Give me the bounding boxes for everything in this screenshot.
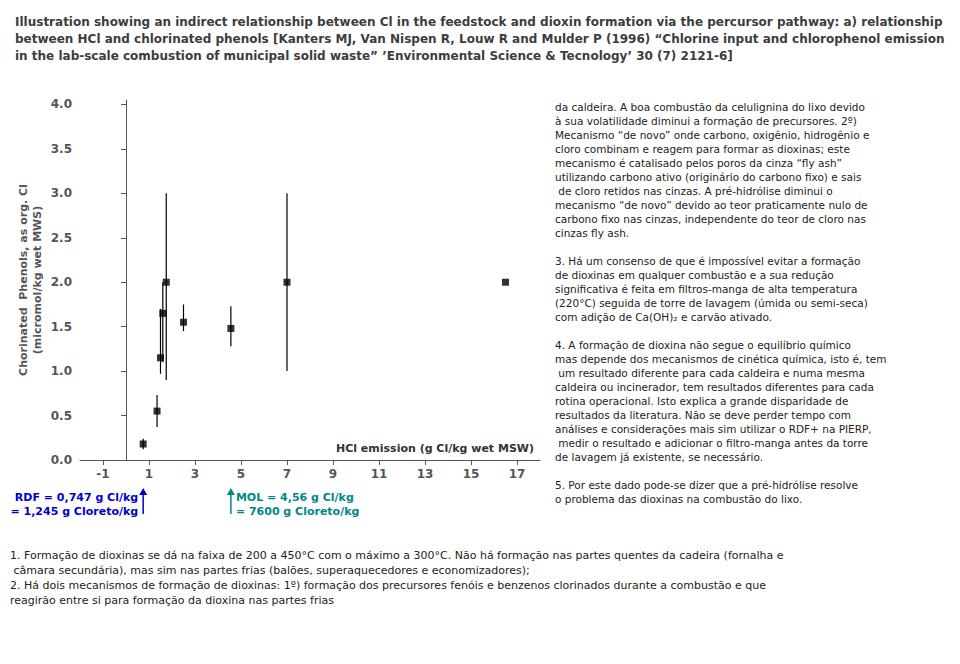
svg-text:carbono fixo nas cinzas, indep: carbono fixo nas cinzas, independente do…	[555, 213, 869, 225]
svg-text:de dioxinas em qualquer combus: de dioxinas em qualquer combustão e a su…	[555, 269, 837, 281]
svg-text:in the lab-scale combustion of: in the lab-scale combustion of municipal…	[15, 49, 733, 63]
svg-text:Chorinated Phenols, as org. C: Chorinated Phenols, as org. Cl	[17, 184, 30, 376]
svg-text:o problema das dioxinas na com: o problema das dioxinas na combustão do …	[555, 493, 802, 505]
svg-text:17: 17	[509, 467, 526, 481]
svg-text:1.5: 1.5	[51, 320, 72, 334]
svg-text:resultados da literatura. Não: resultados da literatura. Não se deve pe…	[555, 409, 854, 421]
svg-text:MOL = 4,56 g Cl/kg: MOL = 4,56 g Cl/kg	[236, 491, 354, 504]
svg-text:= 7600 g Cloreto/kg: = 7600 g Cloreto/kg	[236, 505, 360, 518]
svg-text:câmara secundária), mas sim na: câmara secundária), mas sim nas partes f…	[10, 564, 530, 577]
svg-text:0.5: 0.5	[51, 409, 72, 423]
svg-text:HCl emission (g Cl/kg wet MSW): HCl emission (g Cl/kg wet MSW)	[336, 442, 534, 455]
svg-text:mecanismo “de novo” devido ao: mecanismo “de novo” devido ao teor prati…	[555, 199, 871, 211]
svg-text:rotina operacional. Isto expli: rotina operacional. Isto explica a grand…	[555, 395, 852, 407]
svg-text:significativa é feita em filtr: significativa é feita em filtros-manga d…	[555, 283, 861, 295]
svg-text:4.0: 4.0	[51, 97, 72, 111]
svg-text:15: 15	[463, 467, 480, 481]
svg-text:1.0: 1.0	[51, 364, 72, 378]
svg-text:da caldeira. A boa combustão d: da caldeira. A boa combustão da celulign…	[555, 101, 868, 113]
svg-text:3.5: 3.5	[51, 142, 72, 156]
svg-text:Illustration showing an indire: Illustration showing an indirect relatio…	[15, 15, 947, 29]
svg-text:3. Há um consenso de que é imp: 3. Há um consenso de que é impossível ev…	[555, 255, 864, 267]
svg-text:RDF = 0,747 g Cl/kg: RDF = 0,747 g Cl/kg	[15, 491, 138, 504]
svg-text:5. Por este dado pode-se dizer: 5. Por este dado pode-se dizer que a pré…	[555, 479, 861, 491]
svg-text:between HCl and chlorinated ph: between HCl and chlorinated phenols [Kan…	[15, 32, 949, 46]
svg-text:1: 1	[145, 467, 153, 481]
svg-text:2. Há dois mecanismos de forma: 2. Há dois mecanismos de formação de dio…	[10, 579, 769, 592]
svg-text:1. Formação de dioxinas se dá: 1. Formação de dioxinas se dá na faixa d…	[10, 549, 784, 562]
svg-text:(micromol/kg wet MWS): (micromol/kg wet MWS)	[31, 206, 44, 354]
svg-text:de cloro retidos nas cinzas. A: de cloro retidos nas cinzas. A pré-hidró…	[555, 185, 836, 197]
svg-text:7: 7	[283, 467, 291, 481]
svg-text:de lavagem já existente, se ne: de lavagem já existente, se necessário.	[555, 451, 763, 463]
svg-text:mecanismo é catalisado pelos p: mecanismo é catalisado pelos poros da ci…	[555, 157, 845, 169]
svg-text:0.0: 0.0	[51, 453, 72, 467]
svg-text:9: 9	[329, 467, 337, 481]
svg-text:= 1,245 g Cloreto/kg: = 1,245 g Cloreto/kg	[10, 505, 138, 518]
svg-text:11: 11	[371, 467, 388, 481]
svg-text:análises e considerações mais: análises e considerações mais sim utiliz…	[555, 423, 872, 435]
svg-text:3.0: 3.0	[51, 186, 72, 200]
svg-text:3: 3	[191, 467, 199, 481]
svg-text:(220°C) seguida de torre de la: (220°C) seguida de torre de lavagem (úmi…	[555, 297, 871, 309]
svg-text:4. A formação de dioxina não s: 4. A formação de dioxina não segue o equ…	[555, 339, 854, 351]
svg-text:reagirão entre si para formaçã: reagirão entre si para formação da dioxi…	[10, 594, 334, 607]
svg-text:13: 13	[417, 467, 434, 481]
svg-text:cloro combinam e reagem para f: cloro combinam e reagem para formar as d…	[555, 143, 853, 155]
svg-text:mas depende dos mecanismos de: mas depende dos mecanismos de cinética q…	[555, 353, 886, 365]
svg-text:medir o resultado e adicionar: medir o resultado e adicionar o filtro-m…	[555, 437, 871, 449]
svg-text:cinzas fly ash.: cinzas fly ash.	[555, 227, 629, 239]
svg-text:à sua volatilidade diminui a f: à sua volatilidade diminui a formação de…	[555, 115, 860, 127]
svg-text:Mecanismo “de novo” onde carbo: Mecanismo “de novo” onde carbono, oxigên…	[555, 129, 873, 141]
svg-text:2.0: 2.0	[51, 275, 72, 289]
svg-text:um resultado diferente para ca: um resultado diferente para cada caldeir…	[555, 367, 868, 379]
svg-text:2.5: 2.5	[51, 231, 72, 245]
svg-text:com adição de Ca(OH)₂ e carvão: com adição de Ca(OH)₂ e carvão ativado.	[555, 311, 772, 323]
svg-text:5: 5	[237, 467, 245, 481]
svg-text:caldeira ou incinerador, tem r: caldeira ou incinerador, tem resultados …	[555, 381, 877, 393]
svg-text:-1: -1	[96, 467, 109, 481]
svg-text:utilizando carbono ativo (orig: utilizando carbono ativo (originário do …	[555, 171, 861, 183]
